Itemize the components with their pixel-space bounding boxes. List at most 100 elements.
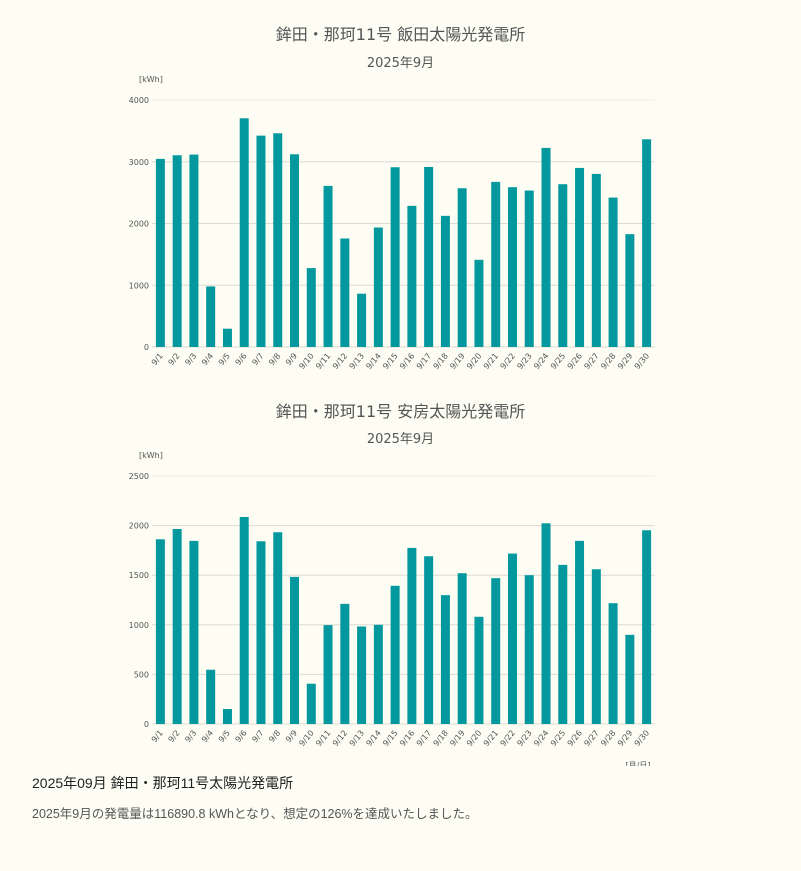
bar-9/30 [642, 530, 652, 724]
chart2-title: 鉾田・那珂11号 安房太陽光発電所 [275, 402, 526, 421]
x-tick-label: 9/16 [398, 729, 416, 749]
bar-9/17 [424, 166, 434, 347]
bar-9/17 [424, 556, 434, 724]
y-tick-label: 0 [144, 720, 149, 729]
x-tick-label: 9/12 [331, 729, 349, 749]
x-tick-label: 9/6 [234, 729, 249, 745]
summary-text: 2025年9月の発電量は116890.8 kWhとなり、想定の126%を達成いた… [32, 807, 478, 821]
bar-9/12 [340, 603, 350, 724]
bar-9/18 [440, 595, 450, 724]
y-axis-unit: [kWh] [139, 451, 163, 460]
y-tick-label: 1000 [129, 621, 149, 630]
bar-9/24 [541, 523, 551, 724]
bar-9/4 [206, 286, 216, 347]
bar-9/7 [256, 135, 266, 347]
bar-9/28 [608, 197, 618, 347]
bar-9/29 [625, 634, 635, 724]
bar-9/10 [306, 683, 316, 724]
bar-9/2 [172, 528, 182, 724]
bar-9/14 [373, 227, 383, 347]
bar-9/11 [323, 185, 333, 347]
bar-9/1 [155, 158, 165, 347]
x-tick-label: 9/19 [448, 729, 466, 749]
x-tick-label: 9/30 [633, 729, 651, 749]
x-tick-label: 9/22 [499, 729, 517, 749]
bar-9/12 [340, 238, 350, 347]
bar-9/10 [306, 268, 316, 347]
x-tick-label: 9/4 [200, 729, 215, 745]
chart1-subtitle: 2025年9月 [366, 56, 435, 71]
y-tick-label: 1000 [129, 281, 149, 290]
x-tick-label: 9/5 [217, 729, 232, 745]
x-tick-label: 9/27 [582, 729, 600, 749]
bar-9/28 [608, 603, 618, 724]
bar-9/21 [491, 181, 501, 347]
bar-9/30 [642, 139, 652, 347]
x-tick-label: 9/10 [297, 729, 315, 749]
y-tick-label: 3000 [129, 158, 149, 167]
chart2-svg: [kWh] 0 500 1000 1500 2000 2500 9/1 9/2 9/3 9/4 9/5… [129, 451, 655, 766]
bar-9/1 [155, 539, 165, 724]
bar-9/3 [189, 540, 199, 724]
x-tick-label: 9/18 [432, 729, 450, 749]
bar-9/22 [507, 553, 517, 724]
bar-9/19 [457, 573, 467, 724]
bar-9/5 [222, 709, 232, 724]
chart2-subtitle: 2025年9月 [366, 432, 435, 447]
bar-9/9 [290, 154, 300, 347]
bar-9/29 [625, 234, 635, 347]
x-tick-label: 9/17 [415, 729, 433, 749]
x-tick-label: 9/25 [549, 729, 567, 749]
bar-9/24 [541, 147, 551, 347]
bar-9/26 [575, 167, 585, 347]
bar-9/25 [558, 564, 568, 724]
bar-9/21 [491, 578, 501, 724]
bar-9/27 [591, 569, 601, 724]
bar-9/8 [273, 532, 283, 724]
x-tick-label: 9/14 [364, 729, 382, 749]
bar-9/6 [239, 516, 249, 724]
x-tick-label: 9/13 [348, 729, 366, 749]
x-tick-label: 9/8 [267, 729, 282, 745]
bar-9/5 [222, 328, 232, 347]
bar-9/8 [273, 133, 283, 347]
bar-9/20 [474, 616, 484, 724]
bar-9/16 [407, 547, 417, 724]
summary-title: 2025年09月 鉾田・那珂11号太陽光発電所 [32, 775, 294, 791]
bar-9/6 [239, 118, 249, 347]
bar-9/15 [390, 167, 400, 347]
x-tick-label: 9/3 [183, 729, 198, 745]
x-tick-label: 9/28 [599, 729, 617, 749]
bar-9/18 [440, 215, 450, 347]
bar-9/14 [373, 624, 383, 724]
y-tick-label: 500 [134, 670, 149, 679]
x-tick-label: 9/26 [566, 729, 584, 749]
bar-9/25 [558, 184, 568, 347]
bar-9/16 [407, 205, 417, 347]
y-tick-label: 0 [144, 343, 149, 352]
y-axis-unit: [kWh] [139, 75, 163, 84]
bar-9/23 [524, 190, 534, 347]
y-tick-label: 4000 [129, 96, 149, 105]
x-tick-label: 9/7 [250, 729, 265, 745]
y-tick-label: 1500 [129, 571, 149, 580]
x-tick-label: 9/11 [314, 729, 332, 749]
chart1-title: 鉾田・那珂11号 飯田太陽光発電所 [275, 25, 526, 44]
y-tick-label: 2000 [129, 522, 149, 531]
y-tick-label: 2000 [129, 220, 149, 229]
x-tick-label: 9/23 [515, 729, 533, 749]
bar-9/19 [457, 188, 467, 347]
x-tick-label: 9/24 [532, 729, 550, 749]
x-tick-label: 9/21 [482, 729, 500, 749]
bar-9/23 [524, 575, 534, 724]
bar-9/9 [290, 576, 300, 724]
bar-9/13 [357, 293, 367, 347]
x-tick-label: 9/2 [167, 729, 182, 745]
x-tick-label: 9/15 [381, 729, 399, 749]
x-tick-label: 9/29 [616, 729, 634, 749]
bar-9/27 [591, 173, 601, 347]
bar-9/15 [390, 585, 400, 724]
bar-9/4 [206, 669, 216, 724]
bar-9/7 [256, 541, 266, 724]
